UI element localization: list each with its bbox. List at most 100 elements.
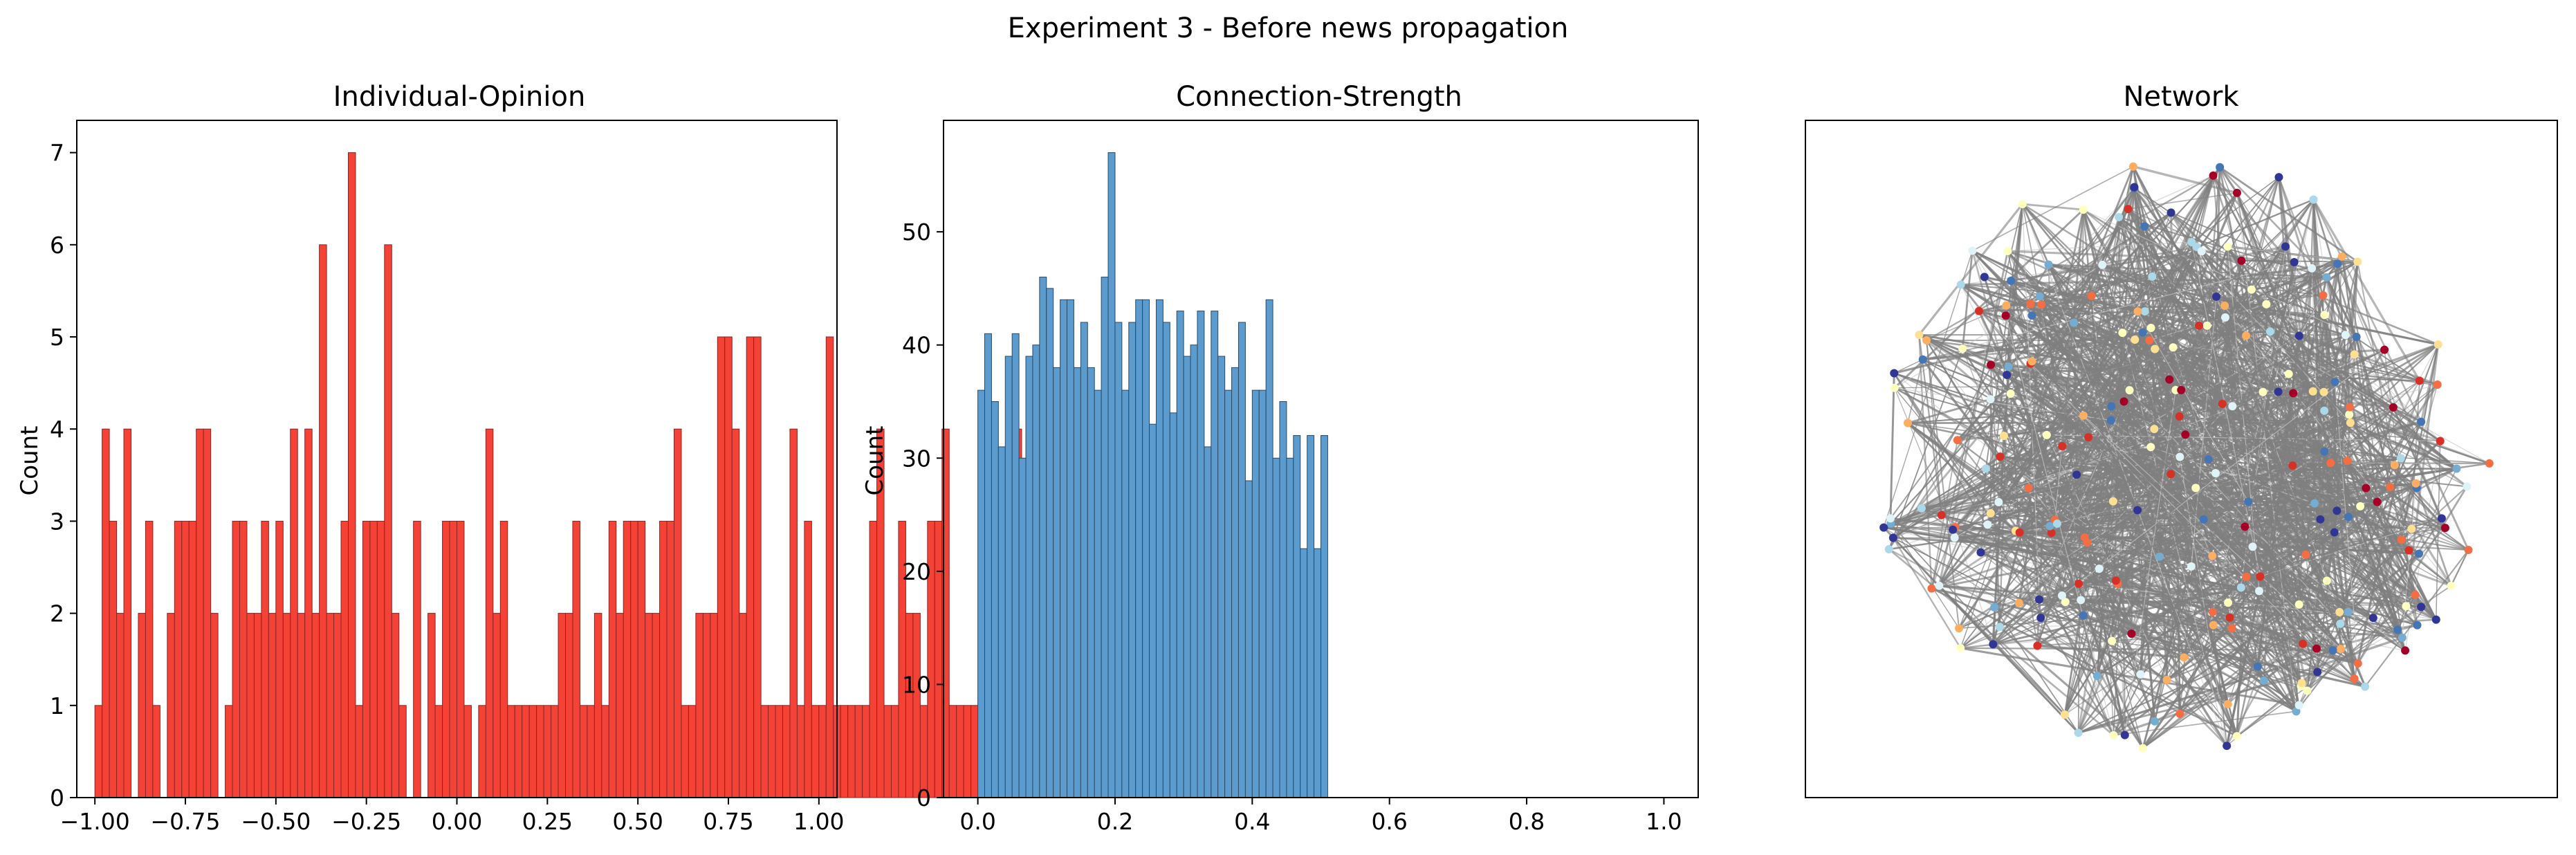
network-node <box>2326 459 2335 468</box>
x-tick-label: 0.0 <box>959 808 995 835</box>
network-node <box>2187 238 2196 247</box>
histogram-bar <box>246 613 255 798</box>
network-edge <box>2037 644 2184 659</box>
network-edge <box>1888 525 2050 550</box>
network-edge <box>1960 647 2333 652</box>
histogram-bar <box>1067 299 1074 798</box>
network-node <box>2138 328 2147 337</box>
network-edge <box>2031 187 2135 316</box>
histogram-bar <box>1286 457 1294 798</box>
network-edge <box>2132 166 2321 520</box>
histogram-bar <box>253 613 262 798</box>
network-node <box>2165 375 2174 384</box>
histogram-bar <box>239 520 248 798</box>
network-edge <box>2183 503 2315 658</box>
network-node <box>2036 614 2045 623</box>
network-edge <box>2010 393 2325 452</box>
network-edge <box>2077 416 2181 733</box>
network-edge <box>2174 199 2315 391</box>
x-tick-label: 0.2 <box>1097 808 1133 835</box>
network-edge <box>2022 204 2040 600</box>
network-node <box>2098 260 2107 269</box>
network-node <box>2224 598 2233 607</box>
network-edge <box>1962 347 2180 418</box>
network-node <box>2208 551 2217 560</box>
histogram-bar <box>1142 299 1150 798</box>
strength-histogram-yaxis: 0 10 20 30 40 50 <box>902 219 944 811</box>
network-edge <box>2179 502 2378 715</box>
network-node <box>2001 311 2010 320</box>
network-node <box>2353 659 2362 668</box>
network-edge <box>2179 405 2233 417</box>
network-node <box>2148 272 2157 281</box>
network-node <box>2297 679 2306 688</box>
network-edge <box>2018 532 2115 736</box>
network-node <box>2070 318 2079 327</box>
network-edge <box>2097 516 2349 677</box>
network-edge <box>2224 304 2438 386</box>
network-edge <box>2110 405 2300 706</box>
histogram-bar <box>760 705 769 798</box>
network-edge <box>1998 626 2126 736</box>
network-node <box>1956 280 1965 289</box>
network-node <box>1955 624 1964 633</box>
histogram-bar <box>1162 322 1170 798</box>
histogram-bar <box>138 613 146 798</box>
histogram-bar <box>775 705 783 798</box>
network-node <box>2127 629 2136 638</box>
y-tick-label: 30 <box>902 445 931 472</box>
network-edge <box>2223 305 2309 691</box>
network-edge <box>2083 209 2357 338</box>
network-node <box>2288 461 2297 470</box>
network-edge <box>2022 203 2083 211</box>
histogram-bar <box>717 336 726 798</box>
network-node <box>1968 246 1977 255</box>
x-tick-label: 0.00 <box>432 808 482 835</box>
network-node <box>2035 595 2044 604</box>
network-node <box>2058 441 2067 450</box>
network-edge <box>2030 315 2238 737</box>
network-node <box>2319 291 2328 300</box>
histogram-bar <box>123 428 132 798</box>
histogram-bar <box>152 705 160 798</box>
network-node <box>2111 576 2120 585</box>
histogram-bar <box>623 520 632 798</box>
network-node <box>2002 301 2011 310</box>
network-node <box>2380 345 2389 354</box>
network-node <box>2333 259 2342 268</box>
x-tick-label: −0.75 <box>150 808 220 835</box>
histogram-bar <box>102 428 110 798</box>
histogram-bar <box>695 613 703 798</box>
network-node <box>2169 343 2178 352</box>
network-node <box>2220 301 2229 310</box>
network-edge <box>2078 611 2348 734</box>
network-node <box>2434 340 2442 349</box>
network-edge <box>2219 166 2359 263</box>
network-node <box>1987 360 1996 369</box>
network-node <box>2254 587 2263 596</box>
network-edge <box>1890 523 2066 715</box>
network-edge <box>2133 187 2351 423</box>
network-edge <box>1960 616 2230 650</box>
network-node <box>2015 528 2024 537</box>
network-node <box>1922 335 1931 344</box>
histogram-bar <box>587 705 595 798</box>
network-edge <box>2251 256 2342 291</box>
histogram-bar <box>398 705 407 798</box>
network-edge <box>1892 322 2075 539</box>
histogram-bar <box>181 520 190 798</box>
network-edge <box>2207 260 2243 460</box>
histogram-bar <box>674 428 682 798</box>
network-node <box>2003 371 2012 380</box>
network-edge <box>1971 250 2197 489</box>
network-node <box>2218 399 2227 408</box>
histogram-bar <box>442 520 450 798</box>
network-node <box>2350 674 2359 683</box>
network-node <box>2294 701 2303 710</box>
histogram-bar <box>1039 277 1047 798</box>
histogram-bar <box>963 705 972 798</box>
network-node <box>2077 596 2086 605</box>
network-node <box>2026 300 2035 309</box>
network-edge <box>2170 212 2413 530</box>
histogram-bar <box>355 705 363 798</box>
